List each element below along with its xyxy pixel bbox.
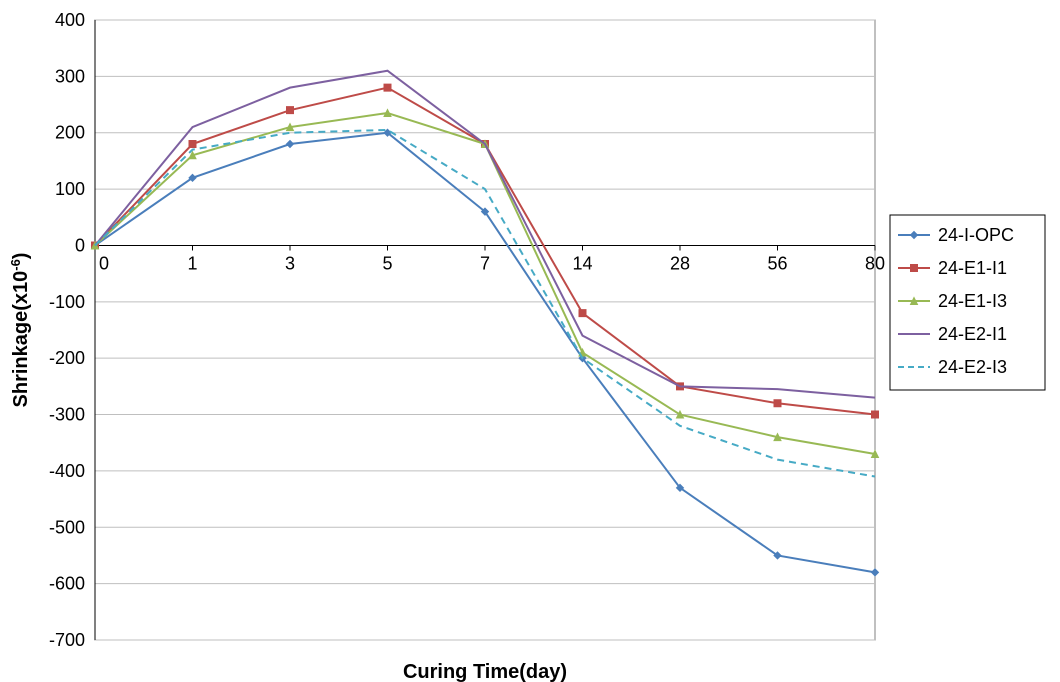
x-tick-label: 28 bbox=[670, 253, 690, 273]
series-line bbox=[95, 133, 875, 573]
legend-label: 24-I-OPC bbox=[938, 225, 1014, 245]
series-line bbox=[95, 113, 875, 454]
y-tick-label: -400 bbox=[49, 461, 85, 481]
y-tick-label: -200 bbox=[49, 348, 85, 368]
shrinkage-chart: -700 -600 -500 -400 -300 -200 -100 0 100 200 300 40… bbox=[0, 0, 1060, 682]
series-marker bbox=[287, 107, 294, 114]
y-tick-label: -700 bbox=[49, 630, 85, 650]
series-marker bbox=[287, 141, 294, 148]
legend-label: 24-E1-I1 bbox=[938, 258, 1007, 278]
series-marker bbox=[384, 84, 391, 91]
series-marker bbox=[189, 141, 196, 148]
series-marker bbox=[872, 411, 879, 418]
y-tick-label: 300 bbox=[55, 66, 85, 86]
y-tick-label: -100 bbox=[49, 292, 85, 312]
legend-label: 24-E2-I1 bbox=[938, 324, 1007, 344]
legend-swatch-marker bbox=[911, 265, 918, 272]
y-tick-label: -500 bbox=[49, 517, 85, 537]
x-tick-label: 56 bbox=[767, 253, 787, 273]
legend-swatch-marker bbox=[911, 232, 918, 239]
series-line bbox=[95, 71, 875, 398]
series-line bbox=[95, 88, 875, 415]
legend-label: 24-E2-I3 bbox=[938, 357, 1007, 377]
x-tick-label: 14 bbox=[572, 253, 592, 273]
series-line bbox=[95, 130, 875, 477]
series-marker bbox=[774, 400, 781, 407]
y-tick-label: 400 bbox=[55, 10, 85, 30]
y-tick-label: -300 bbox=[49, 405, 85, 425]
x-tick-label: 3 bbox=[285, 253, 295, 273]
y-tick-label: 100 bbox=[55, 179, 85, 199]
x-tick-label: 0 bbox=[99, 253, 109, 273]
y-tick-label: -600 bbox=[49, 574, 85, 594]
plot-area bbox=[95, 20, 875, 640]
x-tick-label: 5 bbox=[382, 253, 392, 273]
y-tick-label: 200 bbox=[55, 123, 85, 143]
legend-label: 24-E1-I3 bbox=[938, 291, 1007, 311]
series-marker bbox=[872, 569, 879, 576]
x-tick-label: 80 bbox=[865, 253, 885, 273]
y-axis-title: Shrinkage(x10-6) bbox=[8, 253, 33, 408]
x-axis-title: Curing Time(day) bbox=[403, 661, 567, 682]
series-marker bbox=[579, 310, 586, 317]
x-tick-label: 7 bbox=[480, 253, 490, 273]
y-tick-label: 0 bbox=[75, 235, 85, 255]
x-tick-label: 1 bbox=[187, 253, 197, 273]
